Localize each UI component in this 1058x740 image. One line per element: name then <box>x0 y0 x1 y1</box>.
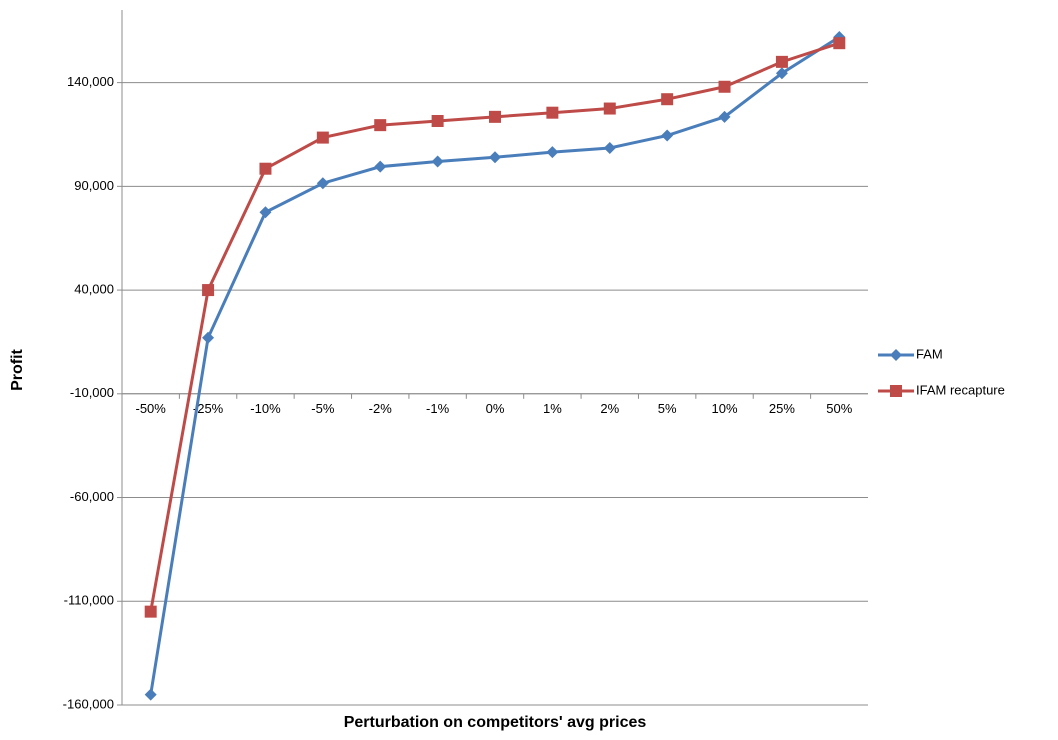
point <box>661 93 674 106</box>
x-tick-label: -2% <box>369 401 393 416</box>
x-tick-label: 1% <box>543 401 562 416</box>
x-tick-label: -25% <box>193 401 224 416</box>
point <box>546 106 559 119</box>
point <box>259 206 272 219</box>
x-tick-label: -10% <box>250 401 281 416</box>
series-line <box>149 35 841 695</box>
x-tick-label: -1% <box>426 401 450 416</box>
point <box>833 37 846 50</box>
point <box>546 146 559 159</box>
point <box>144 688 157 701</box>
point <box>718 110 731 123</box>
series-line <box>149 41 840 612</box>
x-tick-label: 2% <box>600 401 619 416</box>
x-tick-label: 0% <box>486 401 505 416</box>
point <box>661 129 674 142</box>
legend-marker <box>890 385 902 397</box>
y-tick-label: 140,000 <box>67 74 114 89</box>
legend-marker <box>890 349 902 361</box>
x-tick-label: 10% <box>712 401 738 416</box>
point <box>431 155 444 168</box>
point <box>202 284 215 297</box>
y-tick-label: -60,000 <box>70 489 114 504</box>
point <box>316 177 329 190</box>
point <box>603 102 616 115</box>
legend-label: IFAM recapture <box>916 382 1005 397</box>
point <box>603 141 616 154</box>
x-axis-title: Perturbation on competitors' avg prices <box>344 714 647 731</box>
point <box>489 151 501 164</box>
point <box>431 114 444 127</box>
y-tick-label: -160,000 <box>63 696 114 711</box>
y-tick-label: 40,000 <box>74 282 114 297</box>
point <box>374 160 387 173</box>
y-tick-label: 90,000 <box>74 178 114 193</box>
point <box>718 80 731 93</box>
x-tick-label: -5% <box>311 401 335 416</box>
y-tick-label: -110,000 <box>64 593 114 608</box>
point <box>775 67 788 80</box>
x-tick-label: -50% <box>136 401 167 416</box>
y-tick-label: -10,000 <box>70 385 114 400</box>
point <box>489 110 501 123</box>
legend-label: FAM <box>916 346 943 361</box>
x-tick-label: 50% <box>826 401 852 416</box>
point <box>316 131 329 144</box>
point <box>374 119 387 132</box>
y-axis-title: Profit <box>9 348 26 390</box>
point <box>775 55 788 68</box>
point <box>259 162 272 175</box>
point <box>202 331 215 344</box>
x-tick-label: 25% <box>769 401 795 416</box>
point <box>144 605 157 618</box>
x-tick-label: 5% <box>658 401 677 416</box>
